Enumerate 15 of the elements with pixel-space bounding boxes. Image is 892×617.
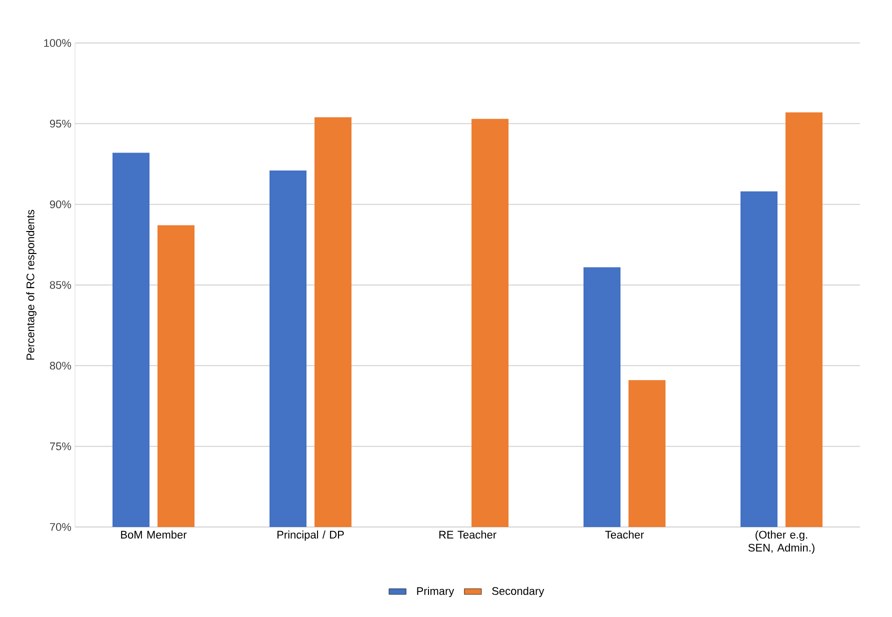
- x-tick-label: BoM Member: [121, 530, 187, 539]
- y-tick-label: 95%: [50, 120, 72, 128]
- x-tick-label: Principal / DP: [277, 530, 344, 541]
- y-tick-label: 100%: [44, 39, 72, 47]
- x-tick-label: (Other e.g. SEN, Admin.): [748, 530, 814, 554]
- y-tick-label: 90%: [50, 200, 72, 208]
- y-tick-label: 75%: [50, 442, 72, 450]
- legend-label: Secondary: [492, 586, 544, 598]
- x-tick-label: RE Teacher: [439, 530, 496, 539]
- legend-label: Primary: [417, 586, 454, 598]
- y-tick-label: 85%: [50, 281, 72, 289]
- y-axis-title: Percentage of RC respondents: [26, 210, 36, 360]
- y-tick-label: 80%: [50, 362, 72, 370]
- x-tick-label: Teacher: [605, 530, 644, 539]
- y-tick-label: 70%: [50, 523, 72, 531]
